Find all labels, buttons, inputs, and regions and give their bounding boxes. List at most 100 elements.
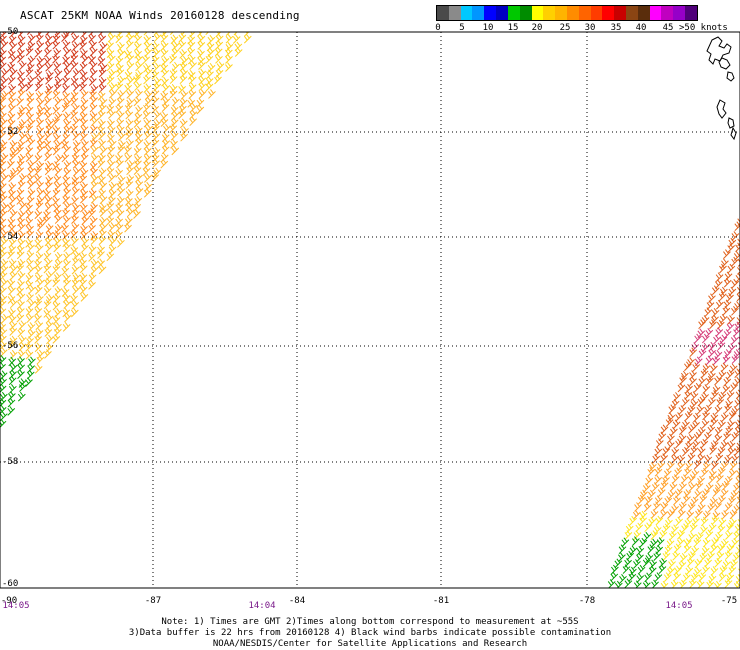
wind-barb xyxy=(734,221,740,232)
wind-barb xyxy=(735,475,740,486)
wind-barb xyxy=(26,369,35,380)
wind-barb xyxy=(133,96,142,107)
wind-barb xyxy=(669,482,678,492)
wind-barb xyxy=(662,475,670,485)
wind-barb xyxy=(52,300,61,311)
wind-barb xyxy=(0,270,8,281)
wind-barb xyxy=(54,214,63,224)
wind-barb xyxy=(79,284,88,295)
wind-barb xyxy=(35,243,44,254)
wind-barb xyxy=(108,172,116,183)
wind-barb xyxy=(72,116,81,127)
wind-barb xyxy=(52,105,61,115)
wind-barb xyxy=(722,305,731,316)
wind-barb xyxy=(79,202,88,213)
wind-barb xyxy=(108,236,117,247)
wind-barb xyxy=(43,188,51,199)
wind-barb xyxy=(62,39,71,50)
wind-barb xyxy=(89,39,97,50)
wind-barb xyxy=(657,487,666,497)
wind-barb xyxy=(63,67,72,78)
wind-barb xyxy=(9,209,18,219)
wind-barb xyxy=(53,207,62,218)
wind-barb xyxy=(81,215,90,226)
wind-barb xyxy=(0,166,7,176)
wind-barb xyxy=(644,522,652,533)
wind-barb xyxy=(189,109,198,120)
wind-barb xyxy=(0,33,7,44)
wind-barb xyxy=(215,32,222,38)
wind-barb xyxy=(43,55,52,66)
wind-barb xyxy=(722,384,731,394)
wind-barb xyxy=(72,285,81,295)
wind-barb xyxy=(189,102,198,113)
wind-barb xyxy=(99,222,108,233)
wind-barb xyxy=(34,69,43,79)
wind-barb xyxy=(117,144,126,154)
wind-barb xyxy=(689,578,697,588)
wind-barb xyxy=(62,293,71,303)
wind-barb xyxy=(8,222,17,233)
wind-barb xyxy=(153,167,162,178)
wind-barb xyxy=(134,33,143,44)
wind-barb xyxy=(648,516,657,527)
wind-barb xyxy=(25,202,33,213)
wind-barb xyxy=(115,33,124,44)
wind-barb xyxy=(25,306,34,316)
wind-barb xyxy=(683,489,692,499)
wind-barb xyxy=(71,179,80,190)
wind-barb xyxy=(44,194,53,205)
wind-barb xyxy=(700,516,709,527)
wind-barb xyxy=(28,356,36,367)
wind-barb xyxy=(61,287,70,297)
wind-barb xyxy=(736,544,740,555)
legend-tick-label: 45 xyxy=(662,23,674,33)
wind-barb xyxy=(650,509,659,519)
wind-barb xyxy=(704,307,713,317)
wind-barb xyxy=(660,424,669,435)
wind-barb xyxy=(144,130,152,141)
wind-barb xyxy=(696,405,705,415)
wind-barb xyxy=(144,47,153,58)
wind-barb xyxy=(79,35,88,45)
wind-barb xyxy=(161,144,170,155)
wind-barb xyxy=(16,306,25,316)
wind-barb xyxy=(36,117,44,128)
wind-barb xyxy=(225,42,234,52)
wind-barb xyxy=(98,33,107,44)
wind-barb xyxy=(117,41,125,52)
legend-tick-label: 10 xyxy=(482,23,494,33)
wind-barb xyxy=(81,54,90,64)
wind-barb xyxy=(689,347,698,358)
wind-barb xyxy=(34,209,43,220)
wind-barb xyxy=(80,292,89,302)
wind-barb xyxy=(719,286,728,297)
wind-barb xyxy=(71,277,80,288)
wind-barb xyxy=(35,328,44,338)
wind-barb xyxy=(16,187,25,198)
wind-barb xyxy=(61,32,69,42)
wind-barb xyxy=(35,81,43,92)
wind-barb xyxy=(98,174,106,185)
wind-barb xyxy=(72,159,81,169)
wind-barb xyxy=(116,124,125,135)
wind-barb xyxy=(34,364,43,374)
wind-barb xyxy=(44,33,53,44)
wind-barb xyxy=(36,144,45,155)
wind-barb xyxy=(34,313,42,323)
wind-barb xyxy=(723,277,732,288)
wind-barb xyxy=(170,34,179,45)
wind-barb xyxy=(721,258,729,269)
wind-barb xyxy=(724,502,733,512)
wind-barb xyxy=(117,175,126,185)
legend-swatch xyxy=(460,6,473,20)
wind-barb xyxy=(135,172,143,183)
wind-barb xyxy=(17,69,25,80)
wind-barb xyxy=(88,223,96,233)
wind-barb xyxy=(667,412,676,423)
wind-barb xyxy=(734,321,740,332)
wind-barb xyxy=(116,208,125,219)
wind-barb xyxy=(700,525,708,535)
wind-barb xyxy=(650,530,659,540)
wind-barb xyxy=(710,417,719,428)
